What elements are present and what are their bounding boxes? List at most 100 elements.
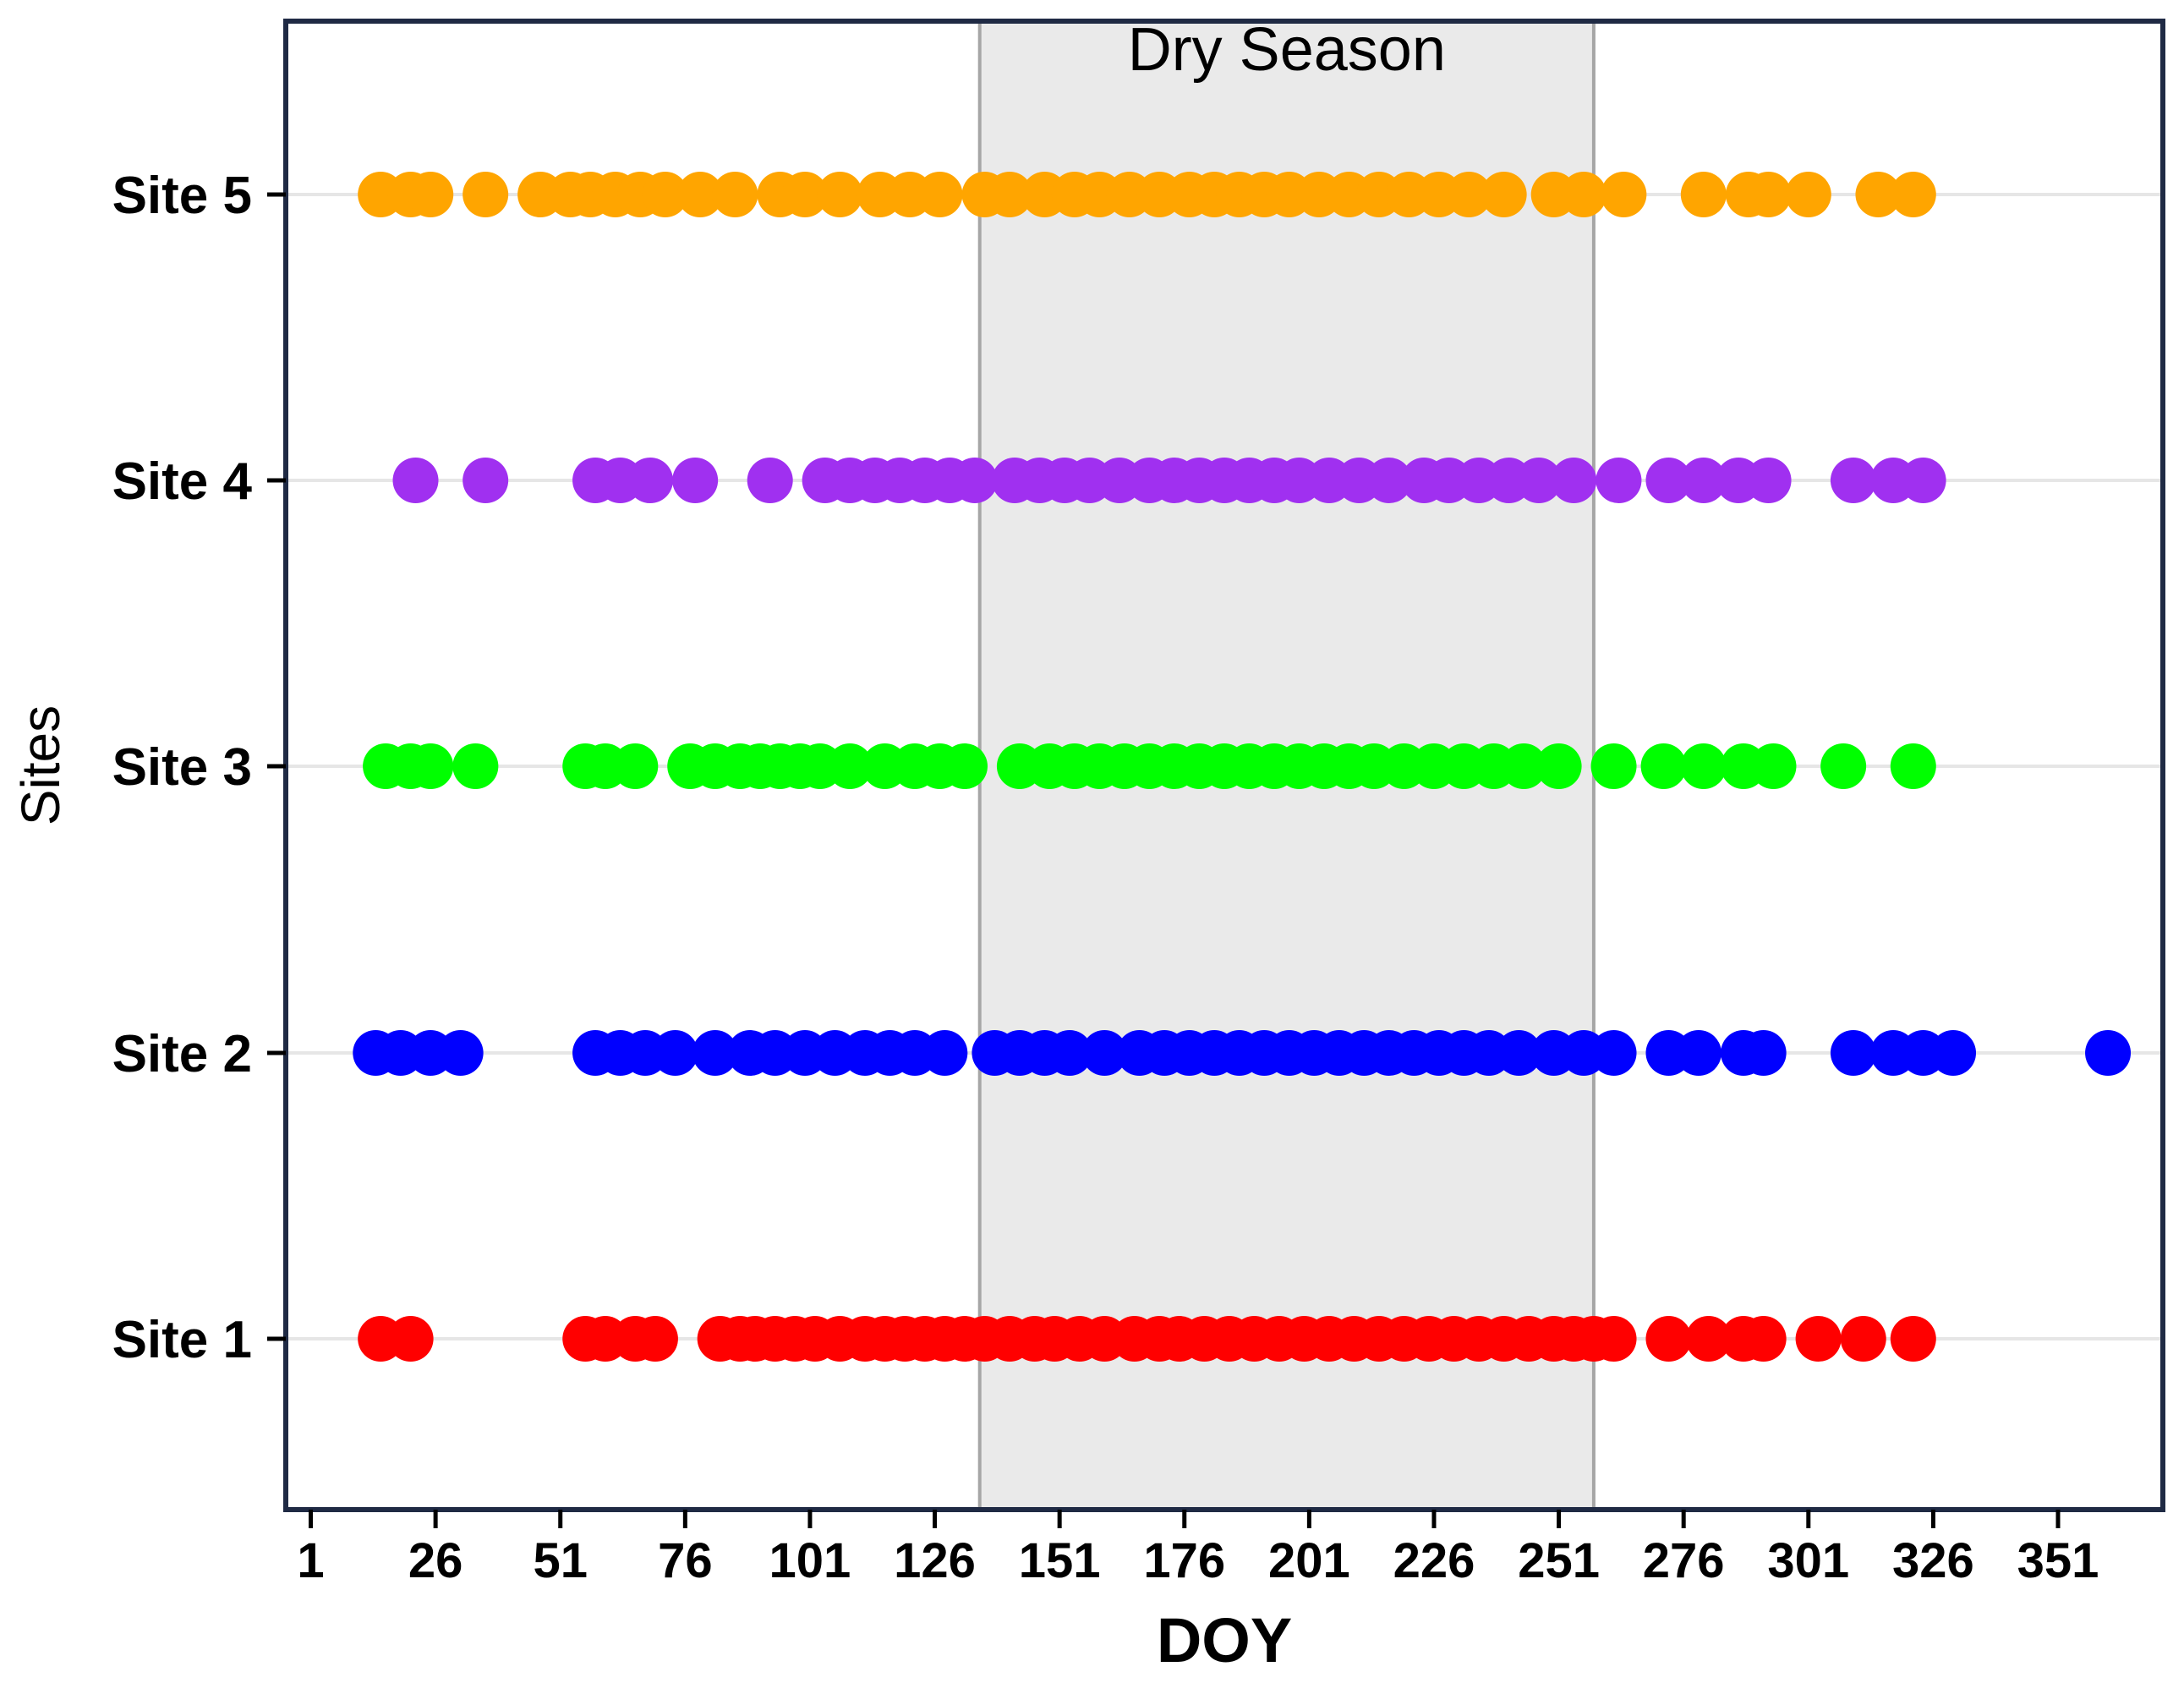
data-point [677, 172, 724, 217]
data-point [1590, 743, 1637, 789]
x-tick-label: 1 [297, 1533, 324, 1588]
data-point [747, 458, 793, 503]
data-point [632, 1316, 678, 1362]
data-point [392, 458, 439, 503]
data-point [1680, 172, 1727, 217]
y-tick-label: Site 4 [112, 452, 253, 511]
y-axis-ticks: Site 1 Site 2 Site 3 Site 4 Site 5 [112, 167, 286, 1369]
data-point [1830, 458, 1876, 503]
data-point [1590, 1030, 1637, 1076]
data-point [1740, 1030, 1787, 1076]
data-point [1830, 1030, 1876, 1076]
x-tick-label: 126 [894, 1533, 976, 1588]
data-point [1680, 743, 1727, 789]
data-point [712, 172, 758, 217]
data-point [1750, 743, 1797, 789]
data-point [1855, 172, 1902, 217]
data-point [1890, 743, 1936, 789]
x-tick-label: 201 [1268, 1533, 1350, 1588]
data-point [1840, 1316, 1886, 1362]
data-point [1645, 458, 1692, 503]
data-point [1046, 1030, 1092, 1076]
data-point [408, 172, 454, 217]
series-site-2 [353, 1030, 2132, 1076]
x-tick-label: 226 [1393, 1533, 1475, 1588]
data-point [1446, 172, 1492, 217]
data-point [652, 1030, 698, 1076]
data-point [463, 172, 509, 217]
series-site-4 [392, 458, 1946, 503]
x-tick-label: 151 [1019, 1533, 1101, 1588]
data-point [2085, 1030, 2132, 1076]
data-point [463, 458, 509, 503]
data-point [1645, 1316, 1692, 1362]
data-point [437, 1030, 484, 1076]
data-point [1501, 743, 1547, 789]
data-point [387, 1316, 434, 1362]
dry-season-label: Dry Season [1128, 16, 1446, 84]
series-site-3 [363, 743, 1936, 789]
data-point [1596, 458, 1642, 503]
x-tick-label: 76 [658, 1533, 713, 1588]
data-point [1675, 1030, 1721, 1076]
data-point [408, 743, 454, 789]
x-tick-label: 101 [769, 1533, 851, 1588]
y-tick-label: Site 5 [112, 167, 252, 225]
x-tick-label: 301 [1767, 1533, 1849, 1588]
data-point [1795, 1316, 1842, 1362]
x-tick-label: 251 [1518, 1533, 1600, 1588]
data-point [1481, 172, 1527, 217]
data-point [1740, 1316, 1787, 1362]
data-point [1535, 743, 1582, 789]
y-axis-title: Sites [10, 705, 71, 825]
data-point [1890, 172, 1936, 217]
data-point [692, 1030, 738, 1076]
series-site-1 [358, 1316, 1936, 1362]
data-point [1930, 1030, 1977, 1076]
data-point [612, 743, 659, 789]
data-point [817, 172, 863, 217]
x-tick-label: 276 [1643, 1533, 1725, 1588]
data-point [987, 172, 1033, 217]
data-point [452, 743, 499, 789]
data-point [922, 1030, 968, 1076]
data-point [827, 743, 873, 789]
data-point [1745, 172, 1792, 217]
data-point [1366, 458, 1412, 503]
data-point [1890, 1316, 1936, 1362]
series-site-5 [358, 172, 1936, 217]
data-point [672, 458, 719, 503]
data-point [917, 172, 963, 217]
data-point [1785, 172, 1831, 217]
data-point [941, 743, 988, 789]
x-tick-label: 26 [408, 1533, 463, 1588]
x-tick-label: 351 [2017, 1533, 2099, 1588]
data-point [642, 172, 688, 217]
data-point [782, 172, 829, 217]
x-axis-title: DOY [1157, 1605, 1292, 1675]
data-point [1496, 1030, 1542, 1076]
data-point [1680, 458, 1727, 503]
y-tick-label: Site 1 [112, 1311, 252, 1369]
x-tick-label: 326 [1892, 1533, 1974, 1588]
data-point [1081, 1030, 1128, 1076]
data-point [1590, 1316, 1637, 1362]
data-point [1561, 172, 1607, 217]
data-point [1900, 458, 1946, 503]
x-tick-label: 176 [1143, 1533, 1225, 1588]
data-point [1685, 1316, 1732, 1362]
data-point [1515, 458, 1562, 503]
y-tick-label: Site 3 [112, 738, 252, 797]
x-axis-ticks: 1 26 51 76 101 126 151 176 201 226 251 276 301 326 351 [297, 1510, 2099, 1588]
data-point [1745, 458, 1792, 503]
y-tick-label: Site 2 [112, 1025, 252, 1083]
data-point [1551, 458, 1597, 503]
x-tick-label: 51 [533, 1533, 588, 1588]
data-point [1640, 743, 1687, 789]
data-point [1820, 743, 1867, 789]
data-point [627, 458, 674, 503]
data-points [353, 172, 2132, 1362]
data-point [1601, 172, 1647, 217]
data-point [951, 458, 998, 503]
